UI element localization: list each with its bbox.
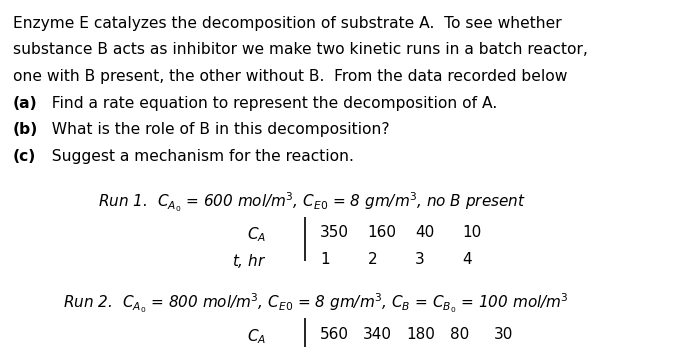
Text: Run 2.  C$_{A_0}$ = 800 mol/m$^3$, C$_{E0}$ = 8 gm/m$^3$, C$_B$ = C$_{B_0}$ = 10: Run 2. C$_{A_0}$ = 800 mol/m$^3$, C$_{E0… xyxy=(63,292,568,315)
Text: What is the role of B in this decomposition?: What is the role of B in this decomposit… xyxy=(42,122,390,137)
Text: 350: 350 xyxy=(320,225,349,240)
Text: 40: 40 xyxy=(415,225,434,240)
Text: Enzyme E catalyzes the decomposition of substrate A.  To see whether: Enzyme E catalyzes the decomposition of … xyxy=(13,16,561,31)
Text: 180: 180 xyxy=(407,327,435,342)
Text: 4: 4 xyxy=(463,252,473,267)
Text: 1: 1 xyxy=(320,252,330,267)
Text: 3: 3 xyxy=(415,252,425,267)
Text: one with B present, the other without B.  From the data recorded below: one with B present, the other without B.… xyxy=(13,69,567,84)
Text: (a): (a) xyxy=(13,96,37,111)
Text: Suggest a mechanism for the reaction.: Suggest a mechanism for the reaction. xyxy=(42,149,354,164)
Text: substance B acts as inhibitor we make two kinetic runs in a batch reactor,: substance B acts as inhibitor we make tw… xyxy=(13,42,587,57)
Text: 160: 160 xyxy=(368,225,396,240)
Text: 340: 340 xyxy=(363,327,392,342)
Text: 30: 30 xyxy=(494,327,513,342)
Text: 80: 80 xyxy=(450,327,469,342)
Text: 560: 560 xyxy=(320,327,349,342)
Text: (b): (b) xyxy=(13,122,38,137)
Text: 10: 10 xyxy=(463,225,482,240)
Text: $C_A$: $C_A$ xyxy=(247,327,266,346)
Text: (c): (c) xyxy=(13,149,36,164)
Text: $C_A$: $C_A$ xyxy=(247,225,266,244)
Text: $t$, hr: $t$, hr xyxy=(232,252,266,270)
Text: 2: 2 xyxy=(368,252,377,267)
Text: Find a rate equation to represent the decomposition of A.: Find a rate equation to represent the de… xyxy=(42,96,497,111)
Text: Run 1.  C$_{A_0}$ = 600 mol/m$^3$, C$_{E0}$ = 8 gm/m$^3$, no B present: Run 1. C$_{A_0}$ = 600 mol/m$^3$, C$_{E0… xyxy=(98,191,526,214)
